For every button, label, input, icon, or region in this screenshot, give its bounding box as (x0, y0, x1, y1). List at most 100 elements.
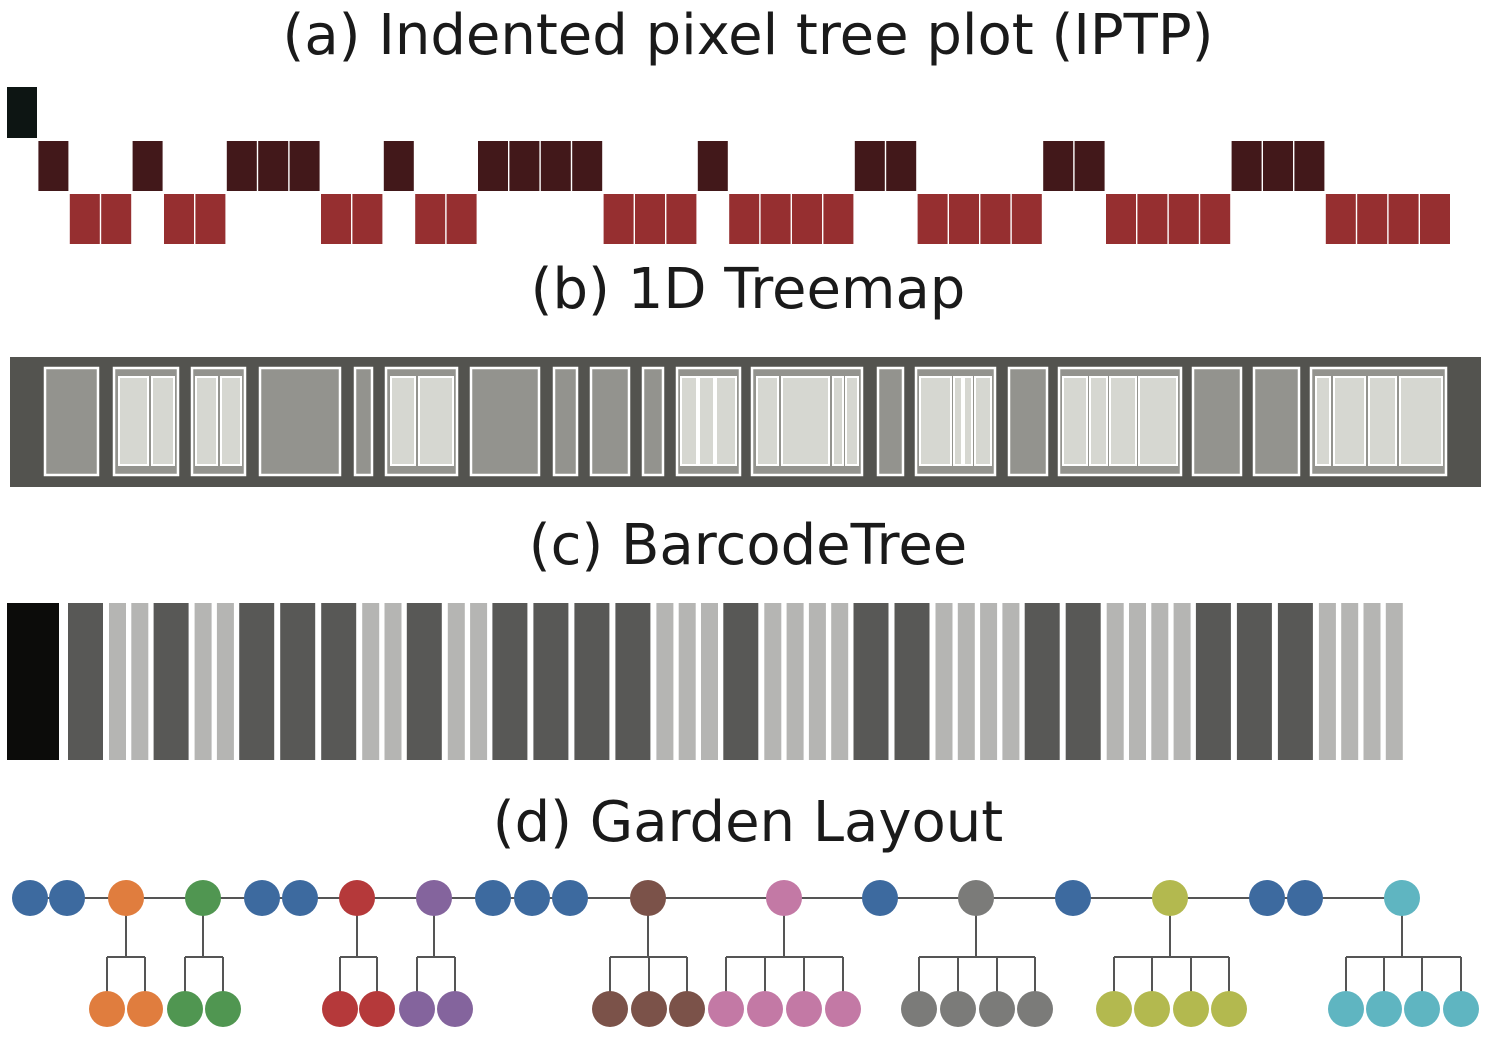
garden-leaf-child-node (49, 880, 85, 916)
treemap-grandchild-box (1089, 376, 1108, 466)
iptp-grandchild-cell (980, 194, 1011, 244)
barcode-child-bar (723, 603, 759, 760)
barcode-grandchild-bar (678, 603, 696, 760)
treemap-grandchild-box (1138, 376, 1178, 466)
garden-grandchild-node (631, 991, 667, 1027)
barcode-grandchild-bar (808, 603, 826, 760)
treemap-grandchild-box (756, 376, 779, 466)
treemap-grandchild-box (1399, 376, 1443, 466)
iptp-grandchild-cell (415, 194, 446, 244)
iptp-child-cell (478, 141, 508, 191)
treemap-child-box (876, 366, 905, 477)
garden-grandchild-node (1443, 991, 1479, 1027)
iptp-child-cell (226, 141, 257, 191)
treemap-grandchild-box (220, 376, 242, 466)
treemap-grandchild-box (151, 376, 175, 466)
iptp-grandchild-cell (666, 194, 697, 244)
iptp-grandchild-cell (603, 194, 634, 244)
barcode-child-bar (1024, 603, 1060, 760)
iptp-grandchild-cell (446, 194, 477, 244)
garden-grandchild-node (592, 991, 628, 1027)
garden-child-node (108, 880, 144, 916)
barcode-grandchild-bar (216, 603, 234, 760)
barcode-grandchild-bar (764, 603, 782, 760)
barcode-child-bar (1236, 603, 1272, 760)
treemap-child-box (641, 366, 665, 477)
iptp-child-cell (1263, 141, 1293, 191)
treemap-grandchild-box (832, 376, 844, 466)
barcode-child-bar (68, 603, 103, 760)
barcode-grandchild-bar (1385, 603, 1403, 760)
title-1d-treemap: (b) 1D Treemap (530, 257, 966, 322)
iptp-child-cell (540, 141, 571, 191)
garden-grandchild-node (399, 991, 435, 1027)
garden-child-node (630, 880, 666, 916)
treemap-grandchild-box (390, 376, 416, 466)
iptp-child-cell (1043, 141, 1074, 191)
barcode-panel (7, 603, 1403, 760)
garden-grandchild-node (1366, 991, 1402, 1027)
garden-child-node (416, 880, 452, 916)
barcode-grandchild-bar (384, 603, 402, 760)
barcode-child-bar (321, 603, 357, 760)
barcode-child-bar (533, 603, 569, 760)
garden-grandchild-node (1404, 991, 1440, 1027)
treemap-grandchild-box (698, 376, 715, 466)
iptp-grandchild-cell (760, 194, 791, 244)
garden-grandchild-node (89, 991, 125, 1027)
treemap-grandchild-box (1315, 376, 1331, 466)
barcode-child-bar (406, 603, 442, 760)
iptp-child-cell (1294, 141, 1325, 191)
barcode-child-bar (1065, 603, 1101, 760)
garden-grandchild-node (205, 991, 241, 1027)
barcode-grandchild-bar (109, 603, 126, 760)
garden-grandchild-node (747, 991, 783, 1027)
iptp-grandchild-cell (195, 194, 226, 244)
garden-leaf-child-node (1055, 880, 1091, 916)
garden-grandchild-node (1096, 991, 1132, 1027)
treemap-grandchild-box (1368, 376, 1397, 466)
iptp-grandchild-cell (1420, 194, 1450, 244)
treemap-grandchild-box (418, 376, 454, 466)
barcode-root-bar (7, 603, 59, 760)
iptp-grandchild-cell (101, 194, 132, 244)
treemap-child-box (1191, 366, 1243, 477)
treemap-grandchild-box (680, 376, 698, 466)
garden-leaf-child-node (12, 880, 48, 916)
iptp-child-cell (132, 141, 163, 191)
iptp-grandchild-cell (917, 194, 948, 244)
title-barcodetree: (c) BarcodeTree (528, 513, 968, 578)
treemap-child-box (552, 366, 579, 477)
treemap-child-box (469, 366, 541, 477)
garden-grandchild-node (1328, 991, 1364, 1027)
barcode-grandchild-bar (786, 603, 804, 760)
garden-grandchild-node (322, 991, 358, 1027)
title-iptp: (a) Indented pixel tree plot (IPTP) (282, 3, 1214, 68)
barcode-child-bar (492, 603, 528, 760)
treemap-child-box (258, 366, 342, 477)
treemap-grandchild-box (919, 376, 952, 466)
barcode-child-bar (574, 603, 610, 760)
treemap-grandchild-box (1109, 376, 1137, 466)
garden-grandchild-node (708, 991, 744, 1027)
garden-grandchild-node (1173, 991, 1209, 1027)
treemap-child-box (353, 366, 374, 477)
iptp-child-cell (854, 141, 885, 191)
barcode-grandchild-bar (1106, 603, 1124, 760)
barcode-child-bar (280, 603, 316, 760)
garden-grandchild-node (359, 991, 395, 1027)
garden-grandchild-node (1134, 991, 1170, 1027)
garden-grandchild-node (825, 991, 861, 1027)
barcode-child-bar (1277, 603, 1313, 760)
barcode-grandchild-bar (701, 603, 718, 760)
barcode-grandchild-bar (362, 603, 380, 760)
iptp-grandchild-cell (1388, 194, 1419, 244)
barcode-child-bar (1195, 603, 1231, 760)
iptp-child-cell (1074, 141, 1105, 191)
garden-child-node (1384, 880, 1420, 916)
iptp-grandchild-cell (352, 194, 383, 244)
treemap-grandchild-box (118, 376, 149, 466)
barcode-grandchild-bar (131, 603, 149, 760)
iptp-grandchild-cell (1011, 194, 1042, 244)
